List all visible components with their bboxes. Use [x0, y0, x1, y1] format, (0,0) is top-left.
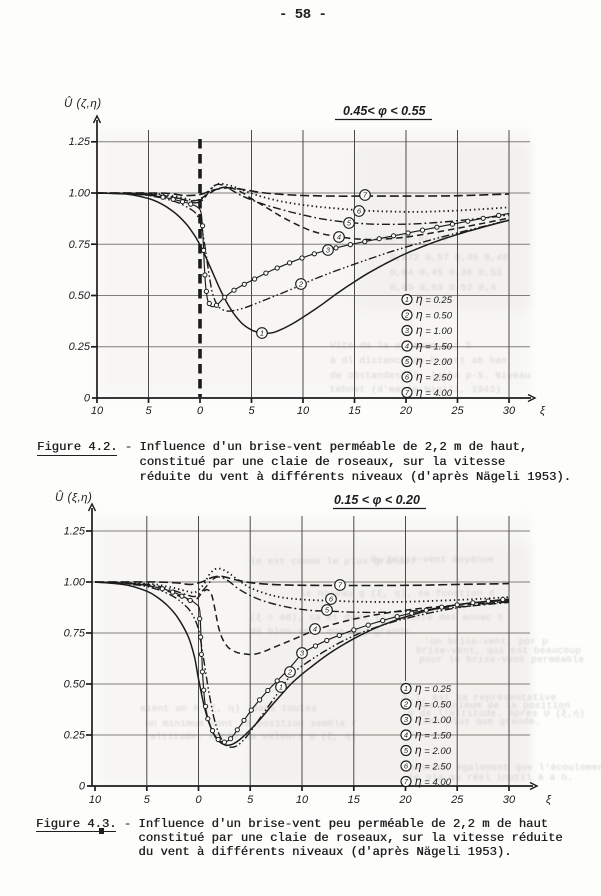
svg-text:25: 25 [450, 794, 464, 806]
svg-text:0.75: 0.75 [69, 239, 91, 251]
svg-text:0.50: 0.50 [64, 679, 86, 691]
svg-text:2: 2 [287, 668, 293, 677]
svg-text:1.25: 1.25 [69, 136, 91, 148]
svg-text:1.25: 1.25 [64, 526, 86, 538]
svg-text:1: 1 [405, 295, 409, 304]
svg-text:20: 20 [398, 794, 412, 806]
svg-text:3: 3 [326, 246, 331, 255]
svg-text:5: 5 [247, 794, 254, 806]
svg-text:1.00: 1.00 [64, 577, 86, 589]
svg-text:ξ: ξ [546, 794, 552, 806]
svg-text:0: 0 [79, 781, 86, 793]
svg-text:6: 6 [405, 373, 410, 382]
svg-text:5: 5 [248, 405, 255, 417]
svg-text:1: 1 [279, 683, 283, 692]
svg-text:η = 2.00: η = 2.00 [415, 743, 452, 757]
svg-text:6: 6 [404, 762, 409, 771]
svg-text:6: 6 [357, 207, 362, 216]
svg-text:10: 10 [296, 794, 309, 806]
svg-text:Û (ξ,η): Û (ξ,η) [55, 491, 92, 504]
svg-text:3: 3 [300, 649, 305, 658]
svg-text:2: 2 [403, 700, 409, 709]
svg-text:30: 30 [503, 794, 516, 806]
svg-text:η = 4.00: η = 4.00 [416, 385, 453, 399]
svg-text:0: 0 [195, 794, 202, 806]
svg-text:η = 0.25: η = 0.25 [416, 292, 453, 306]
svg-text:4: 4 [405, 342, 409, 351]
svg-text:4: 4 [313, 625, 317, 634]
svg-text:η = 2.50: η = 2.50 [416, 370, 453, 384]
svg-text:4: 4 [404, 731, 408, 740]
svg-text:1: 1 [260, 329, 264, 338]
svg-text:η = 0.25: η = 0.25 [415, 681, 452, 695]
svg-text:7: 7 [405, 388, 410, 397]
svg-text:0.45< φ < 0.55: 0.45< φ < 0.55 [343, 104, 427, 118]
svg-text:1.00: 1.00 [69, 188, 91, 200]
svg-text:0.25: 0.25 [64, 730, 86, 742]
svg-text:η = 1.00: η = 1.00 [416, 323, 453, 337]
svg-text:0.50: 0.50 [69, 290, 91, 302]
svg-text:4: 4 [337, 233, 341, 242]
svg-text:5: 5 [325, 606, 330, 615]
svg-text:10: 10 [89, 794, 102, 806]
svg-text:3: 3 [404, 715, 409, 724]
svg-text:η = 4.00: η = 4.00 [415, 774, 452, 788]
svg-text:2: 2 [404, 311, 410, 320]
svg-text:η = 1.50: η = 1.50 [415, 728, 452, 742]
svg-text:15: 15 [348, 794, 361, 806]
svg-text:0: 0 [84, 393, 91, 405]
svg-text:7: 7 [338, 581, 343, 590]
svg-text:η = 0.50: η = 0.50 [416, 308, 453, 322]
svg-text:1: 1 [404, 684, 408, 693]
svg-text:5: 5 [144, 794, 151, 806]
svg-text:30: 30 [503, 405, 516, 417]
svg-text:5: 5 [404, 746, 409, 755]
svg-text:7: 7 [404, 777, 409, 786]
svg-text:5: 5 [145, 405, 152, 417]
svg-text:2: 2 [298, 280, 304, 289]
svg-text:20: 20 [399, 405, 413, 417]
svg-text:η = 1.50: η = 1.50 [416, 339, 453, 353]
svg-text:η = 2.50: η = 2.50 [415, 759, 452, 773]
svg-text:η = 2.00: η = 2.00 [416, 354, 453, 368]
svg-text:ξ: ξ [540, 405, 546, 417]
svg-text:6: 6 [329, 595, 334, 604]
svg-text:0.15 < φ < 0.20: 0.15 < φ < 0.20 [334, 493, 420, 507]
svg-text:15: 15 [348, 405, 361, 417]
svg-text:η = 0.50: η = 0.50 [415, 697, 452, 711]
svg-text:25: 25 [450, 405, 464, 417]
svg-text:Û (ζ,η): Û (ζ,η) [64, 97, 102, 110]
svg-text:10: 10 [297, 405, 310, 417]
svg-text:5: 5 [347, 219, 352, 228]
svg-text:η = 1.00: η = 1.00 [415, 712, 452, 726]
svg-text:0: 0 [197, 405, 204, 417]
svg-text:10: 10 [91, 405, 104, 417]
svg-text:7: 7 [363, 191, 368, 200]
svg-text:0.75: 0.75 [64, 628, 86, 640]
svg-text:3: 3 [405, 326, 410, 335]
svg-text:0.25: 0.25 [69, 341, 91, 353]
svg-text:5: 5 [405, 357, 410, 366]
